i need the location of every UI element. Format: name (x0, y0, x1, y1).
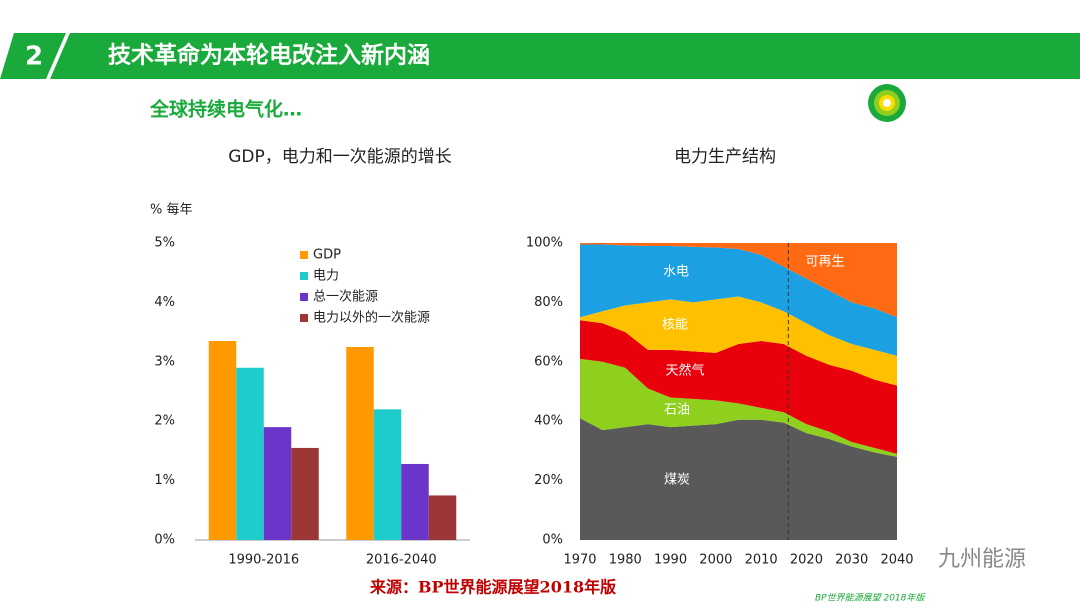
bp-logo (868, 84, 906, 122)
chart-title: 电力生产结构 (674, 147, 776, 167)
legend-swatch (300, 293, 308, 301)
area (580, 418, 897, 540)
x-tick-label: 2000 (699, 553, 732, 568)
y-tick-label: 3% (154, 354, 175, 369)
y-tick-label: 40% (534, 414, 563, 429)
x-tick-label: 2010 (745, 553, 778, 568)
y-tick-label: 100% (526, 236, 563, 251)
area-label: 可再生 (805, 255, 844, 270)
area-label: 水电 (663, 265, 689, 280)
source: 来源：BP世界能源展望2018年版 (369, 578, 616, 597)
y-tick-label: 20% (534, 473, 563, 488)
subtitle: 全球持续电气化… (149, 98, 302, 121)
footnote: BP世界能源展望 2018年版 (815, 593, 926, 604)
bar (346, 346, 374, 540)
y-axis-label: % 每年 (150, 202, 193, 218)
area-label: 煤炭 (664, 473, 690, 488)
area (580, 244, 897, 356)
x-tick-label: 2016-2040 (366, 553, 437, 568)
y-tick-label: 0% (542, 533, 563, 548)
bar (263, 427, 292, 540)
area (580, 358, 897, 457)
area (580, 320, 897, 454)
x-tick-label: 1990-2016 (228, 553, 299, 568)
y-tick-label: 1% (154, 473, 175, 488)
y-tick-label: 5% (154, 236, 175, 251)
area-label: 核能 (662, 318, 688, 333)
bar (401, 463, 429, 540)
x-tick-label: 2040 (880, 553, 913, 568)
legend-label: 电力以外的一次能源 (313, 310, 430, 326)
bar (428, 495, 457, 540)
x-tick-label: 1990 (654, 553, 687, 568)
area (580, 243, 897, 318)
x-tick-label: 1970 (563, 553, 596, 568)
legend-swatch (300, 251, 308, 259)
legend-swatch (300, 314, 308, 322)
x-tick-label: 2020 (790, 553, 823, 568)
y-tick-label: 2% (154, 414, 175, 429)
number-badge (0, 33, 66, 79)
area-label: 天然气 (665, 363, 704, 379)
chart-title: GDP，电力和一次能源的增长 (228, 147, 452, 167)
legend-swatch (300, 272, 308, 280)
x-tick-label: 1980 (609, 553, 642, 568)
watermark: 九州能源 (938, 547, 1026, 572)
slide-number: 2 (25, 42, 43, 72)
legend-label: 总一次能源 (313, 289, 378, 305)
y-tick-label: 60% (534, 354, 563, 369)
x-tick-label: 2030 (835, 553, 868, 568)
y-tick-label: 80% (534, 295, 563, 310)
title-banner (50, 33, 1080, 79)
legend-label: 电力 (313, 269, 339, 284)
y-tick-label: 4% (154, 295, 175, 310)
bar (236, 367, 264, 540)
bar (208, 341, 237, 540)
area-label: 石油 (664, 403, 690, 418)
y-tick-label: 0% (154, 533, 175, 548)
slide-title: 技术革命为本轮电改注入新内涵 (108, 42, 430, 69)
bar (291, 447, 319, 540)
legend-label: GDP (313, 248, 341, 263)
bar (373, 409, 402, 540)
area (580, 296, 897, 386)
